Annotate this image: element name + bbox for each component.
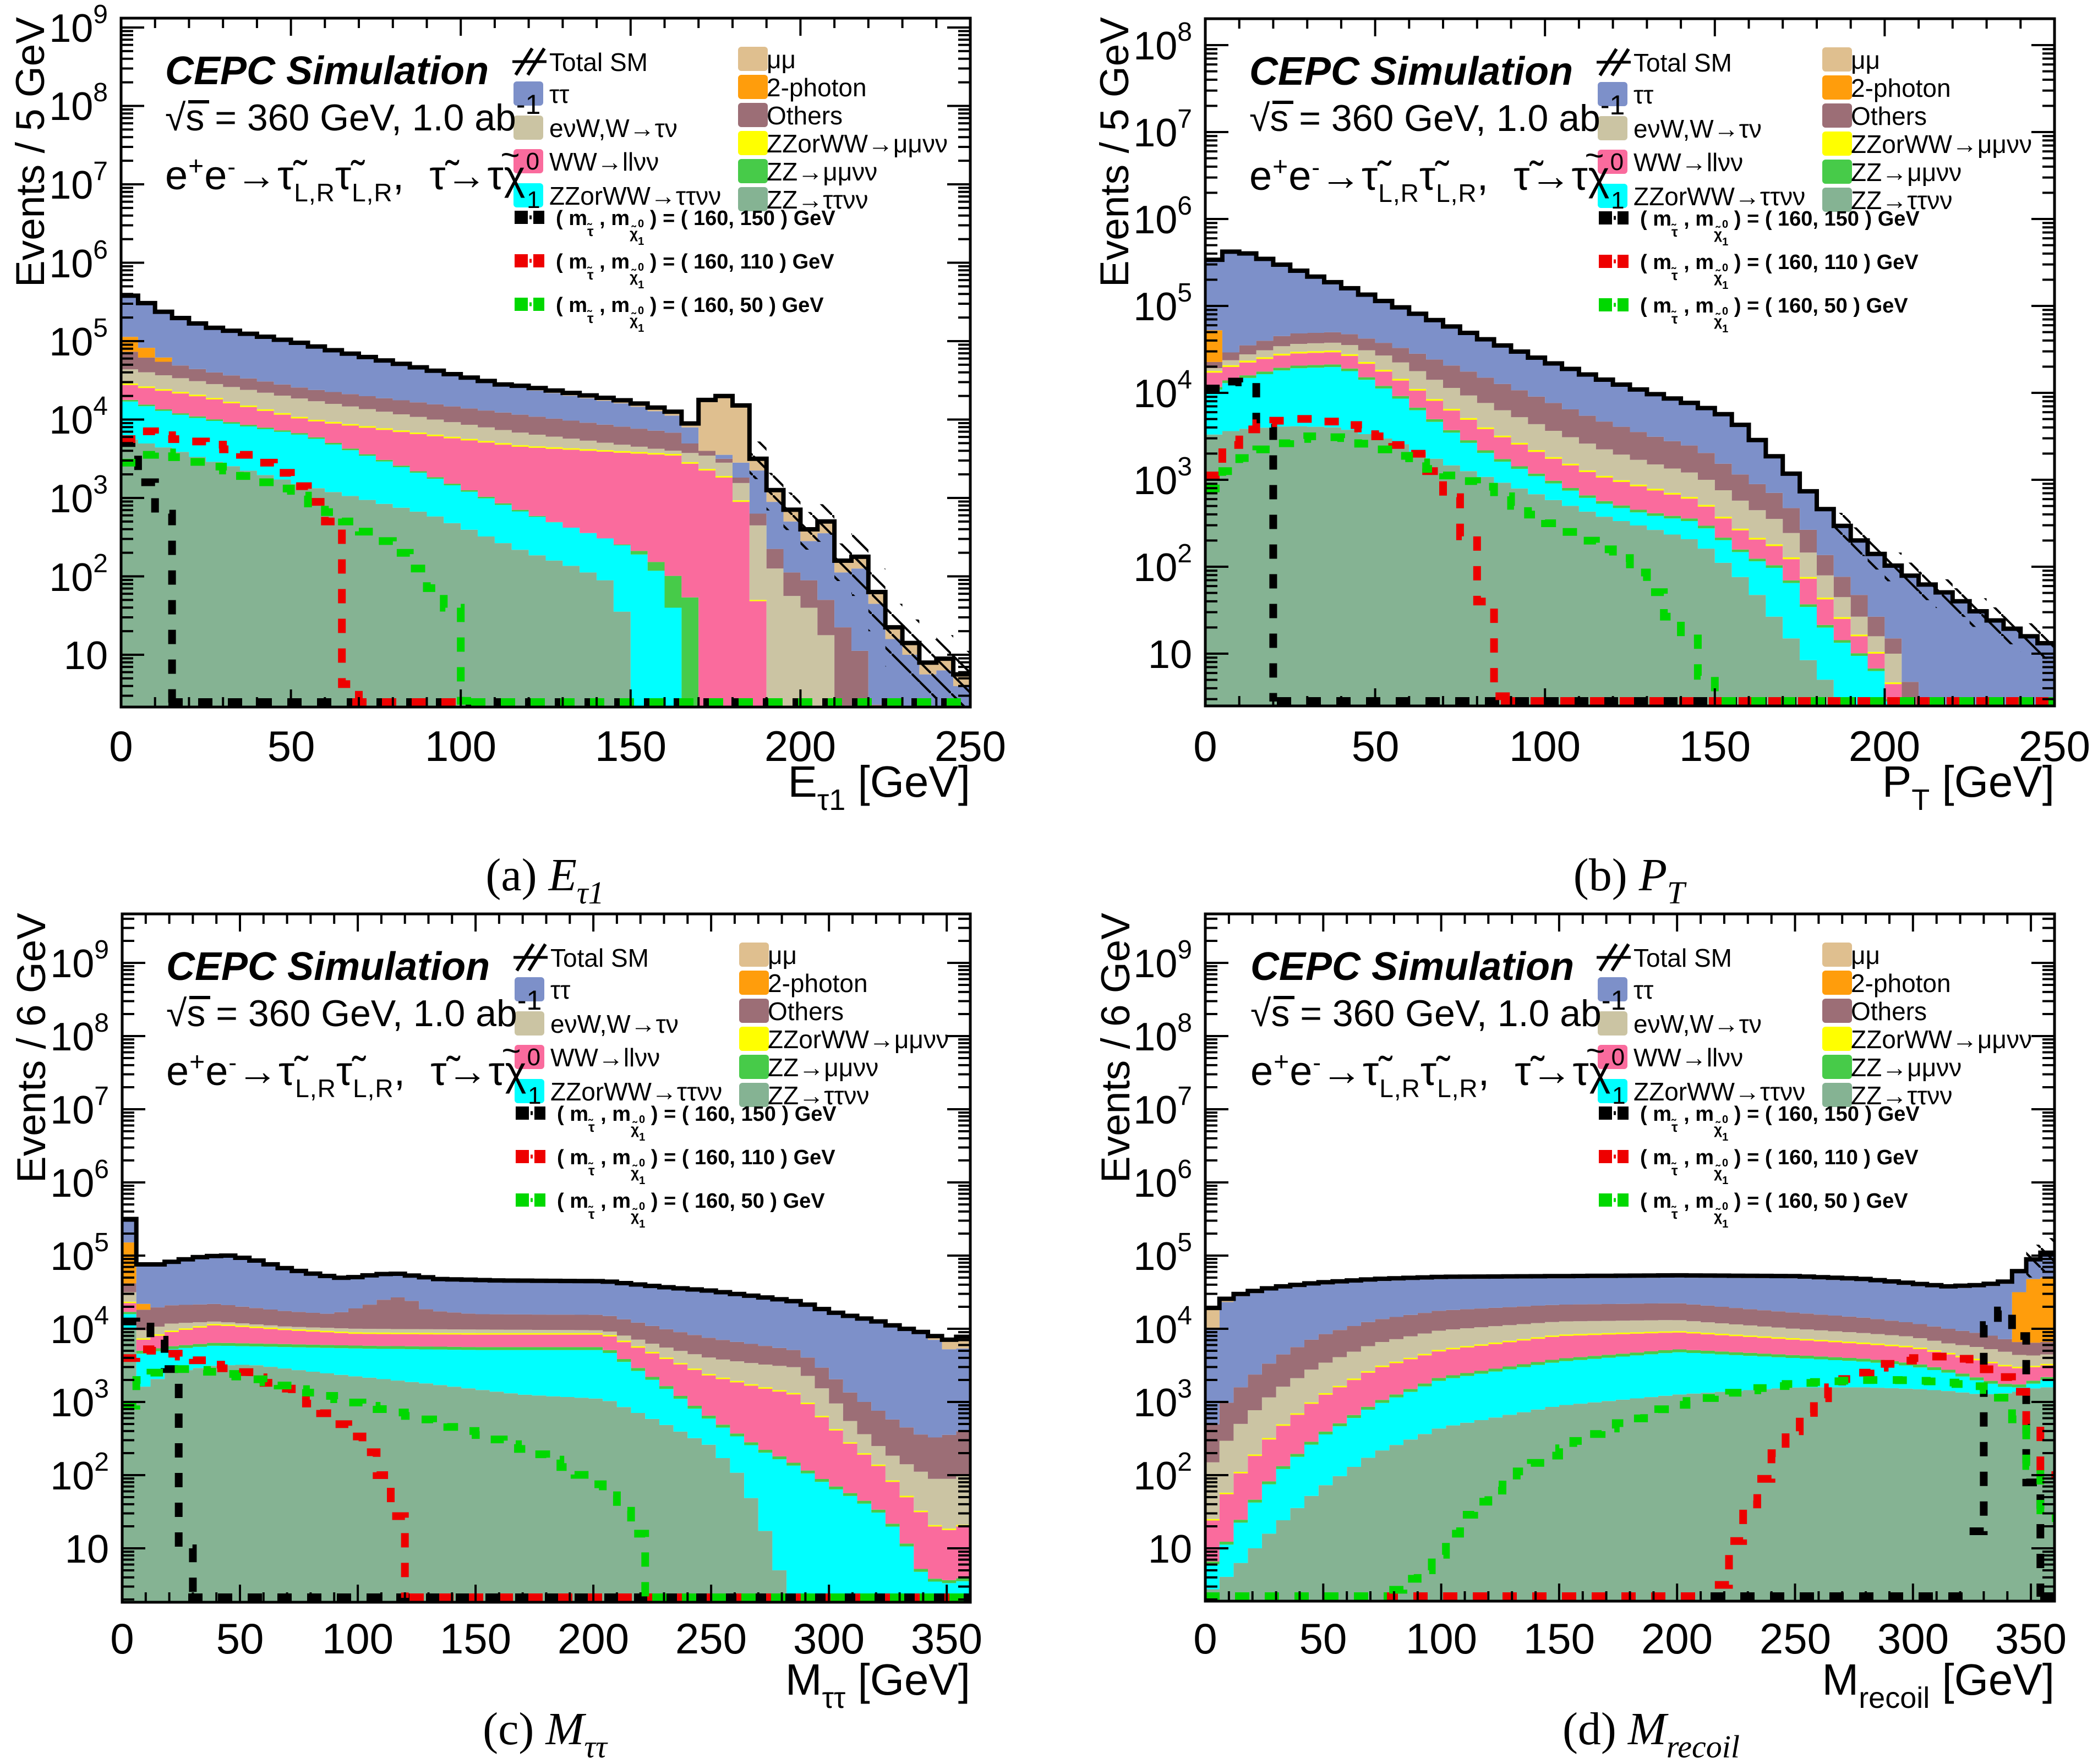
svg-text:109: 109 (49, 0, 108, 51)
svg-text:ZZorWW→ττνν: ZZorWW→ττνν (1633, 1077, 1805, 1106)
svg-text:Events / 5 GeV: Events / 5 GeV (8, 17, 53, 287)
svg-text:CEPC Simulation: CEPC Simulation (166, 945, 490, 989)
svg-text:103: 103 (49, 470, 108, 521)
svg-text:350: 350 (911, 1614, 982, 1663)
svg-text:Others: Others (1851, 102, 1927, 130)
svg-text:CEPC Simulation: CEPC Simulation (165, 49, 489, 93)
svg-text:ττ: ττ (550, 976, 570, 1004)
svg-text:105: 105 (49, 314, 108, 364)
svg-text:WW→llνν: WW→llνν (549, 147, 659, 176)
svg-text:200: 200 (558, 1614, 629, 1663)
svg-text:100: 100 (1406, 1614, 1477, 1663)
svg-text:200: 200 (1849, 722, 1920, 770)
svg-text:ZZ→ττνν: ZZ→ττνν (767, 185, 868, 214)
svg-text:0: 0 (109, 722, 133, 770)
svg-text:10: 10 (65, 1527, 109, 1571)
svg-text:Events / 6 GeV: Events / 6 GeV (1094, 913, 1138, 1183)
svg-text:eνW,W→τν: eνW,W→τν (549, 114, 678, 143)
svg-text:μμ: μμ (767, 45, 796, 74)
svg-text:ττ: ττ (549, 80, 569, 108)
svg-text:100: 100 (1509, 722, 1581, 770)
svg-text:10: 10 (64, 634, 108, 678)
svg-text:2-photon: 2-photon (768, 969, 868, 998)
svg-text:ZZorWW→μμνν: ZZorWW→μμνν (768, 1025, 949, 1054)
svg-text:108: 108 (1133, 18, 1192, 68)
svg-text:ττ: ττ (1633, 80, 1653, 109)
svg-text:300: 300 (793, 1614, 865, 1663)
svg-text:250: 250 (675, 1614, 747, 1663)
svg-text:WW→llνν: WW→llνν (550, 1043, 660, 1072)
svg-text:eνW,W→τν: eνW,W→τν (1633, 1010, 1762, 1038)
svg-text:300: 300 (1877, 1614, 1949, 1663)
svg-text:0: 0 (1193, 1614, 1217, 1663)
svg-text:ZZ→ττνν: ZZ→ττνν (1851, 186, 1953, 215)
svg-text:150: 150 (440, 1614, 511, 1663)
svg-text:ZZorWW→μμνν: ZZorWW→μμνν (767, 129, 948, 158)
svg-text:50: 50 (216, 1614, 264, 1663)
svg-text:ZZorWW→ττνν: ZZorWW→ττνν (549, 182, 721, 210)
svg-text:50: 50 (1299, 1614, 1347, 1663)
svg-text:Total SM: Total SM (1633, 944, 1732, 972)
svg-text:ZZ→μμνν: ZZ→μμνν (768, 1053, 878, 1082)
svg-text:μμ: μμ (1851, 941, 1880, 969)
svg-text:Events / 6 GeV: Events / 6 GeV (9, 913, 54, 1183)
svg-text:Total SM: Total SM (1633, 48, 1732, 77)
svg-text:250: 250 (1760, 1614, 1831, 1663)
svg-text:Events / 5 GeV: Events / 5 GeV (1092, 17, 1137, 287)
svg-text:μμ: μμ (1851, 46, 1880, 74)
svg-text:350: 350 (1995, 1614, 2067, 1663)
svg-text:150: 150 (595, 722, 666, 770)
svg-text:ZZorWW→μμνν: ZZorWW→μμνν (1851, 1025, 2032, 1054)
svg-text:104: 104 (49, 392, 108, 442)
svg-text:Others: Others (768, 997, 844, 1026)
svg-text:100: 100 (322, 1614, 394, 1663)
svg-text:108: 108 (49, 78, 108, 129)
svg-text:ZZorWW→μμνν: ZZorWW→μμνν (1851, 130, 2032, 158)
svg-text:Total SM: Total SM (550, 944, 649, 972)
svg-text:μμ: μμ (768, 941, 797, 969)
svg-text:(b) PT: (b) PT (1574, 850, 1687, 911)
svg-text:0: 0 (1193, 722, 1217, 770)
svg-text:2-photon: 2-photon (1851, 969, 1951, 998)
svg-text:100: 100 (425, 722, 496, 770)
svg-text:150: 150 (1523, 1614, 1595, 1663)
svg-text:ZZ→μμνν: ZZ→μμνν (767, 157, 877, 186)
svg-text:2-photon: 2-photon (1851, 74, 1951, 102)
svg-text:eνW,W→τν: eνW,W→τν (550, 1010, 679, 1038)
svg-text:CEPC Simulation: CEPC Simulation (1250, 945, 1574, 989)
svg-text:150: 150 (1679, 722, 1751, 770)
svg-text:ZZ→μμνν: ZZ→μμνν (1851, 158, 1962, 187)
svg-text:Others: Others (1851, 997, 1927, 1026)
svg-text:ZZorWW→ττνν: ZZorWW→ττνν (1633, 182, 1805, 211)
svg-text:10: 10 (1148, 1527, 1192, 1571)
svg-text:WW→llνν: WW→llνν (1633, 148, 1743, 177)
svg-text:ZZorWW→ττνν: ZZorWW→ττνν (550, 1077, 722, 1106)
svg-text:50: 50 (1352, 722, 1400, 770)
svg-text:√s = 360 GeV, 1.0 ab-1: √s = 360 GeV, 1.0 ab-1 (165, 89, 540, 139)
svg-text:eνW,W→τν: eνW,W→τν (1633, 114, 1762, 143)
svg-text:200: 200 (764, 722, 836, 770)
svg-text:√s = 360 GeV, 1.0 ab-1: √s = 360 GeV, 1.0 ab-1 (1250, 985, 1626, 1034)
svg-text:2-photon: 2-photon (767, 73, 867, 102)
svg-text:250: 250 (935, 722, 1006, 770)
svg-text:√s = 360 GeV, 1.0 ab-1: √s = 360 GeV, 1.0 ab-1 (166, 985, 542, 1034)
svg-text:ZZ→ττνν: ZZ→ττνν (1851, 1081, 1953, 1110)
svg-text:50: 50 (267, 722, 315, 770)
svg-text:10: 10 (1148, 633, 1192, 677)
svg-text:ZZ→μμνν: ZZ→μμνν (1851, 1053, 1962, 1082)
svg-text:ττ: ττ (1633, 976, 1653, 1004)
svg-text:200: 200 (1641, 1614, 1713, 1663)
svg-text:CEPC Simulation: CEPC Simulation (1249, 50, 1573, 94)
svg-text:250: 250 (2019, 722, 2090, 770)
svg-text:√s = 360 GeV, 1.0 ab-1: √s = 360 GeV, 1.0 ab-1 (1249, 90, 1625, 139)
svg-text:Others: Others (767, 101, 843, 130)
svg-text:ZZ→ττνν: ZZ→ττνν (768, 1081, 870, 1110)
svg-text:WW→llνν: WW→llνν (1633, 1043, 1743, 1072)
svg-text:(c) Mττ: (c) Mττ (483, 1703, 608, 1761)
svg-text:0: 0 (110, 1614, 134, 1663)
svg-text:Total SM: Total SM (549, 48, 648, 76)
